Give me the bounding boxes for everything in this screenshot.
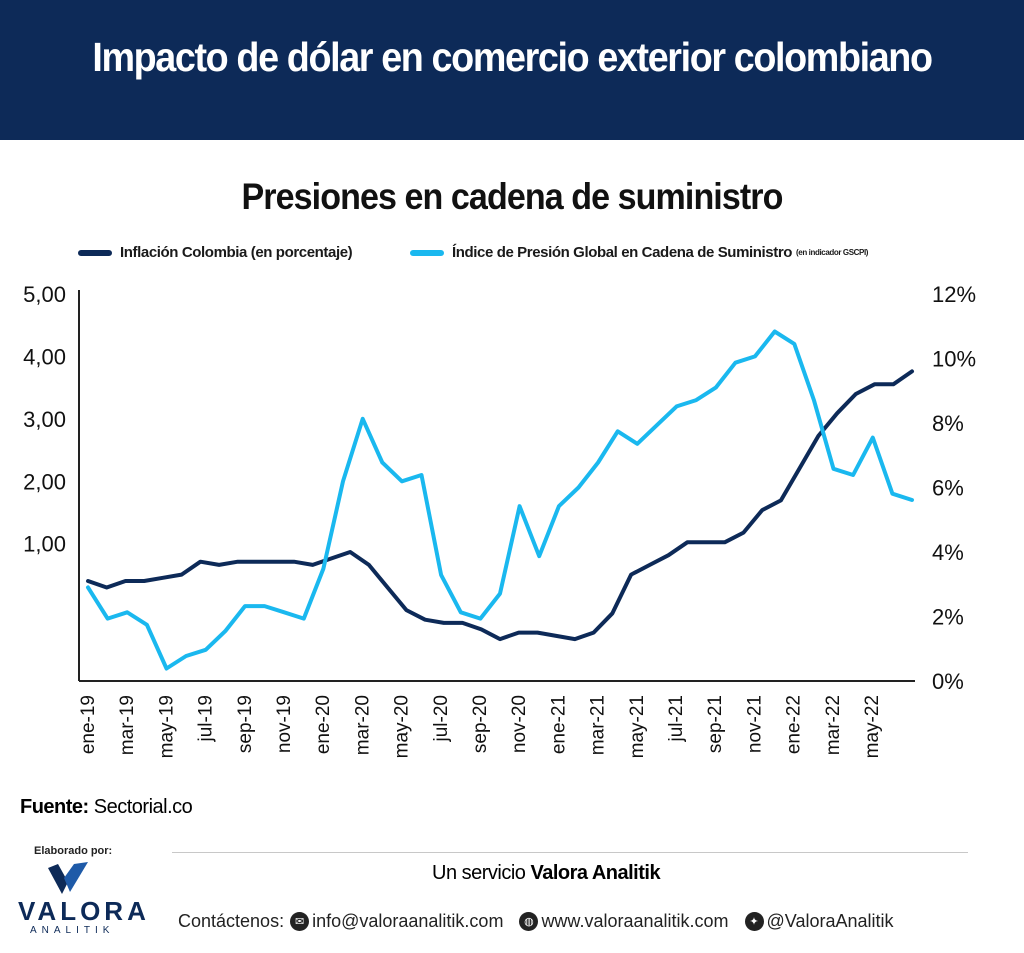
left-axis-tick-label: 4,00 — [23, 344, 66, 369]
left-axis-tick-label: 2,00 — [23, 469, 66, 494]
contact-label: Contáctenos: — [178, 911, 285, 931]
left-axis-tick-label: 5,00 — [23, 282, 66, 307]
x-axis-tick-label: may-21 — [627, 695, 648, 758]
x-axis-tick-label: sep-21 — [705, 695, 726, 753]
footer-divider — [172, 852, 968, 853]
x-axis-tick-label: ene-22 — [784, 695, 805, 754]
right-axis-tick-label: 10% — [932, 347, 976, 372]
legend-item-gscpi: Índice de Presión Global en Cadena de Su… — [410, 244, 868, 261]
x-axis-tick-label: jul-21 — [666, 695, 687, 742]
left-axis-tick-label: 1,00 — [23, 532, 66, 557]
series-line-gscpi — [86, 329, 914, 671]
series-line-inflation — [86, 369, 914, 642]
x-axis-tick-label: may-22 — [862, 695, 883, 758]
contact-email[interactable]: info@valoraanalitik.com — [312, 911, 504, 931]
right-axis-tick-label: 6% — [932, 476, 964, 501]
x-axis-tick-label: ene-19 — [78, 695, 99, 754]
x-axis-tick-label: sep-20 — [470, 695, 491, 753]
header-banner: Impacto de dólar en comercio exterior co… — [0, 0, 1024, 140]
x-axis-tick-label: ene-21 — [548, 695, 569, 754]
service-prefix: Un servicio — [432, 862, 531, 884]
right-axis-tick-label: 4% — [932, 540, 964, 565]
legend-swatch-inflation — [78, 249, 112, 256]
contact-twitter[interactable]: @ValoraAnalitik — [766, 911, 894, 931]
contact-website[interactable]: www.valoraanalitik.com — [541, 911, 729, 931]
globe-icon: ◍ — [519, 912, 539, 931]
legend-label-gscpi: Índice de Presión Global en Cadena de Su… — [452, 244, 793, 261]
contact-line: Contáctenos: ✉ info@valoraanalitik.com ◍… — [178, 911, 894, 932]
x-axis-tick-label: mar-19 — [117, 695, 138, 755]
x-axis-tick-label: may-19 — [156, 695, 177, 758]
legend-swatch-gscpi — [410, 249, 444, 256]
right-axis-tick-label: 2% — [932, 605, 964, 630]
legend-label-gscpi-unit: (en indicador GSCPI) — [796, 248, 869, 257]
header-title: Impacto de dólar en comercio exterior co… — [92, 34, 933, 80]
chart-title: Presiones en cadena de suministro — [241, 176, 784, 217]
x-axis-tick-label: mar-20 — [352, 695, 373, 755]
x-axis-tick-label: nov-19 — [274, 695, 295, 753]
x-axis-tick-label: sep-19 — [235, 695, 256, 753]
x-axis-tick-label: jul-19 — [196, 695, 217, 742]
service-line: Un servicio Valora Analitik — [432, 862, 661, 885]
source-label: Fuente: — [20, 796, 89, 818]
legend-item-inflation: Inflación Colombia (en porcentaje) — [78, 244, 353, 261]
twitter-icon: ✦ — [744, 912, 764, 931]
logo-subtitle: ANALITIK — [30, 925, 115, 936]
email-icon: ✉ — [290, 912, 310, 931]
right-axis-tick-label: 0% — [932, 669, 964, 694]
x-axis-tick-label: nov-21 — [744, 695, 765, 753]
x-axis-tick-label: mar-21 — [588, 695, 609, 755]
source-value: Sectorial.co — [93, 796, 193, 818]
legend-label-inflation: Inflación Colombia (en porcentaje) — [120, 244, 353, 261]
x-axis-tick-label: jul-20 — [431, 695, 452, 742]
left-axis-tick-label: 3,00 — [23, 407, 66, 432]
source-line: Fuente: Sectorial.co — [20, 796, 193, 819]
right-axis-tick-label: 8% — [932, 411, 964, 436]
x-axis-tick-label: may-20 — [392, 695, 413, 758]
x-axis-tick-label: ene-20 — [313, 695, 334, 754]
valora-logo-icon — [48, 862, 88, 894]
x-axis-tick-label: mar-22 — [823, 695, 844, 755]
right-axis-tick-label: 12% — [932, 282, 976, 307]
logo-name: VALORA — [18, 896, 150, 926]
line-chart: 1,00 2,00 3,00 4,00 5,00 0% 2% 4% 6% 8% 10% 12% en… — [23, 282, 976, 758]
x-axis-tick-label: nov-20 — [509, 695, 530, 753]
elaborado-label: Elaborado por: — [34, 845, 113, 857]
service-brand: Valora Analitik — [530, 862, 661, 884]
